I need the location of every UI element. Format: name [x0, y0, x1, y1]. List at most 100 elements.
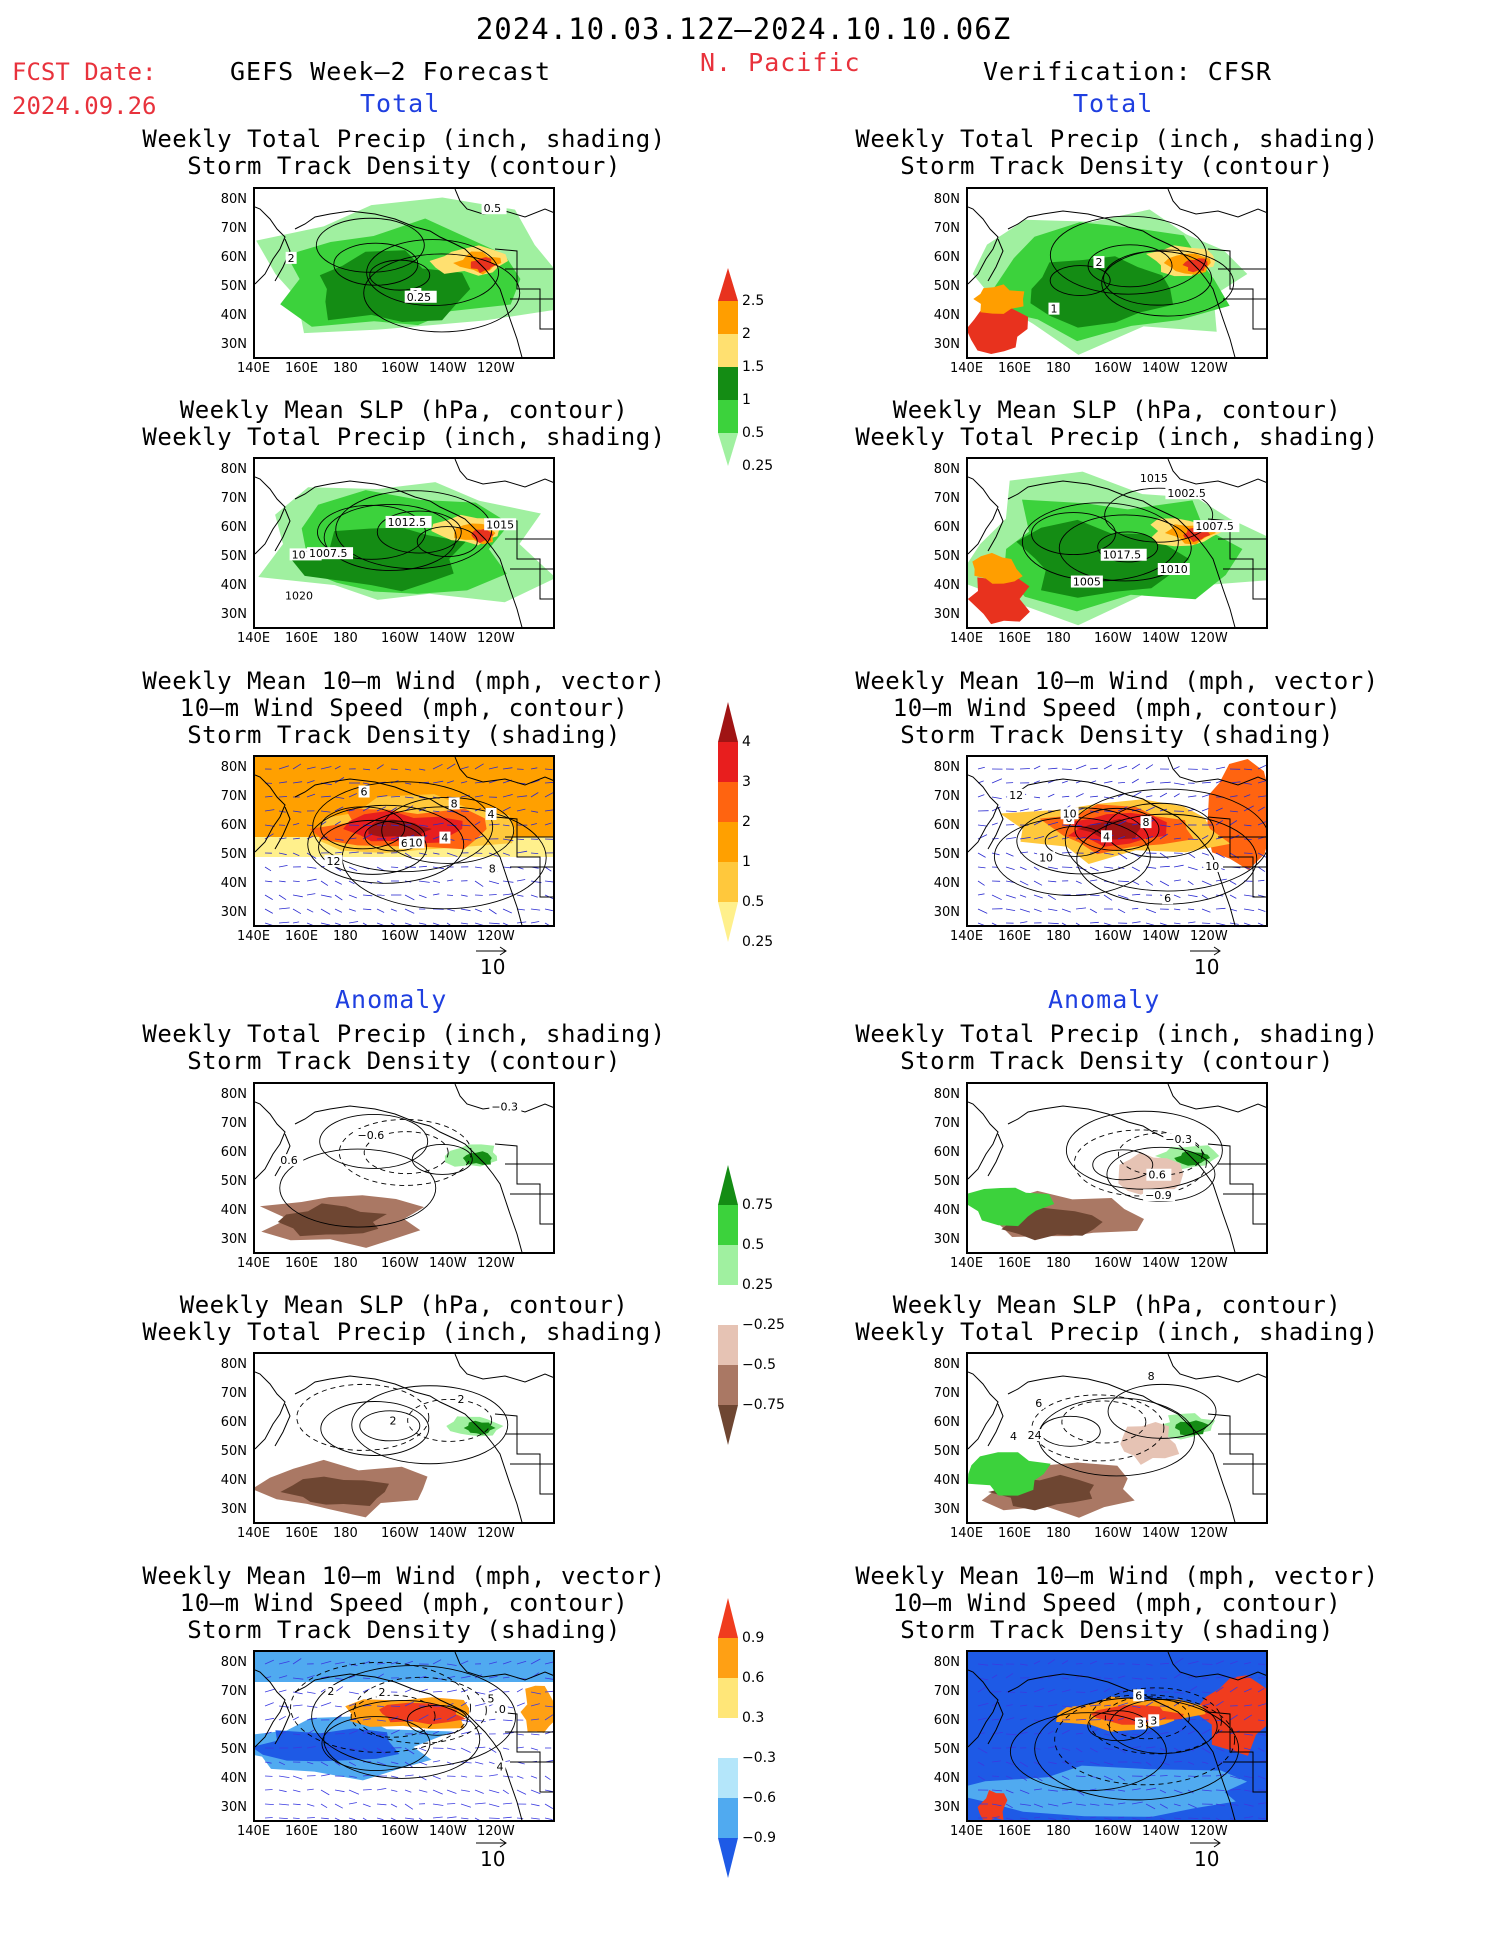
lat-tick-label: 80N — [920, 1655, 960, 1670]
wind-vector — [1202, 782, 1211, 783]
wind-vector — [978, 795, 984, 797]
wind-vector — [433, 1817, 443, 1818]
wind-vector — [1020, 881, 1028, 885]
contour-label: 1 — [1050, 303, 1057, 316]
colorbar-storm_total — [718, 702, 758, 1002]
wind-vector — [1062, 852, 1072, 853]
lat-tick-label: 30N — [207, 1232, 247, 1247]
lat-tick-label: 80N — [920, 462, 960, 477]
lon-tick-label: 180 — [333, 361, 358, 376]
coastline-2 — [1168, 1354, 1268, 1382]
colorbar-label: 0.5 — [742, 1237, 764, 1253]
contour-label: 4 — [488, 808, 495, 821]
contour-line — [297, 1384, 429, 1450]
wind-vector — [1090, 922, 1099, 923]
gefs-map-svg-3: 0.6−0.6−0.3 — [255, 1084, 555, 1254]
wind-vector — [447, 880, 453, 881]
colorbar-label: −0.9 — [742, 1830, 776, 1846]
wind-vector — [1118, 766, 1127, 769]
lon-tick-label: 140E — [237, 1824, 270, 1839]
wind-vector — [307, 923, 314, 926]
contour-label: −0.9 — [1145, 1189, 1172, 1202]
contour-label: 2 — [457, 1393, 464, 1406]
wind-vector — [349, 1803, 357, 1805]
contour-line — [321, 1401, 429, 1455]
wind-vector — [503, 867, 511, 868]
gefs-panel-0-title-line-0: Weekly Total Precip (inch, shading) — [104, 126, 704, 153]
colorbar-label: 0.9 — [742, 1630, 764, 1646]
lat-tick-label: 60N — [207, 1145, 247, 1160]
contour-label: 2 — [288, 252, 295, 265]
cfsr-panel-5-title-line-0: Weekly Mean 10–m Wind (mph, vector) — [817, 1563, 1417, 1590]
wind-vector — [1146, 881, 1153, 885]
wind-vector — [978, 881, 985, 885]
wind-vector — [475, 1747, 485, 1748]
wind-vector — [1146, 923, 1154, 925]
wind-vector — [1048, 867, 1058, 869]
wind-vector — [517, 1689, 523, 1692]
lon-tick-label: 160E — [285, 1256, 318, 1271]
wind-vector — [1188, 922, 1195, 923]
lat-tick-label: 80N — [207, 1655, 247, 1670]
wind-vector — [1090, 909, 1097, 913]
wind-vector — [391, 1818, 400, 1822]
wind-vector — [293, 1705, 303, 1706]
wind-vector — [279, 895, 286, 900]
lon-tick-label: 160W — [381, 1256, 419, 1271]
contour-label: 3 — [1137, 1717, 1144, 1730]
colorbar-cap-top — [718, 1165, 738, 1205]
lat-tick-label: 30N — [207, 607, 247, 622]
lon-tick-label: 160E — [285, 929, 318, 944]
lon-tick-label: 140W — [429, 1256, 467, 1271]
contour-label: 1007.5 — [1195, 520, 1234, 533]
wind-vector — [1244, 853, 1253, 854]
wind-vector — [503, 1720, 513, 1721]
lat-tick-label: 30N — [920, 607, 960, 622]
lat-tick-label: 40N — [207, 1771, 247, 1786]
lon-tick-label: 160E — [998, 929, 1031, 944]
colorbar-label: 0.75 — [742, 1197, 773, 1213]
wind-vector — [279, 1818, 288, 1819]
lon-tick-label: 140W — [1142, 631, 1180, 646]
wind-vector — [293, 1790, 300, 1792]
wind-vector — [265, 1790, 273, 1791]
gefs-map-svg-4: 22 — [255, 1354, 555, 1524]
lat-tick-label: 70N — [207, 1386, 247, 1401]
coastline-0 — [968, 775, 998, 852]
wind-vector — [1104, 765, 1112, 769]
wind-vector — [265, 1703, 274, 1706]
colorbar-label: 0.25 — [742, 934, 773, 950]
lat-tick-label: 80N — [920, 192, 960, 207]
lat-tick-label: 30N — [920, 337, 960, 352]
wind-vector — [1174, 923, 1181, 924]
lat-tick-label: 50N — [207, 549, 247, 564]
wind-vector — [503, 1817, 512, 1818]
wind-vector — [1006, 867, 1015, 870]
contour-label: 12 — [1009, 789, 1023, 802]
lon-tick-label: 140W — [429, 361, 467, 376]
wind-vector — [1090, 867, 1099, 871]
wind-vector — [349, 867, 357, 871]
wind-vector — [293, 1804, 301, 1805]
wind-vector — [475, 867, 482, 868]
wind-vector — [265, 1818, 273, 1819]
wind-vector — [503, 1803, 512, 1804]
wind-vector — [349, 922, 358, 924]
vector-ref-label: 10 — [1194, 1847, 1219, 1871]
wind-vector — [461, 1804, 471, 1807]
wind-vector — [1202, 923, 1210, 924]
wind-vector — [447, 909, 455, 911]
lon-tick-label: 160E — [998, 1824, 1031, 1839]
lat-tick-label: 30N — [207, 905, 247, 920]
wind-vector — [279, 1804, 289, 1805]
cfsr-map-panel-2: 106810412106 — [966, 755, 1268, 927]
wind-vector — [461, 1748, 471, 1753]
wind-vector — [1118, 881, 1129, 882]
lon-tick-label: 160W — [381, 631, 419, 646]
lat-tick-label: 60N — [920, 1145, 960, 1160]
cfsr-panel-3-title-line-1: Storm Track Density (contour) — [817, 1048, 1417, 1075]
wind-vector — [391, 1706, 400, 1707]
contour-label: 10 — [1039, 851, 1053, 864]
colorbar-label: 2 — [742, 814, 751, 830]
